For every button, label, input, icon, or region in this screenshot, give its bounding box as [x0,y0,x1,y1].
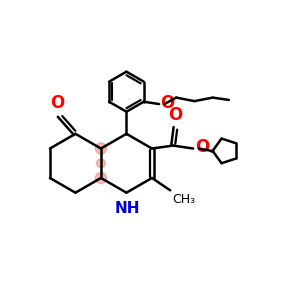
Text: O: O [160,94,175,112]
Text: NH: NH [114,201,140,216]
Circle shape [97,159,105,168]
Text: O: O [168,106,183,124]
Circle shape [95,172,106,184]
Text: O: O [195,138,209,156]
Circle shape [95,143,106,154]
Text: CH₃: CH₃ [172,193,195,206]
Text: O: O [50,94,64,112]
